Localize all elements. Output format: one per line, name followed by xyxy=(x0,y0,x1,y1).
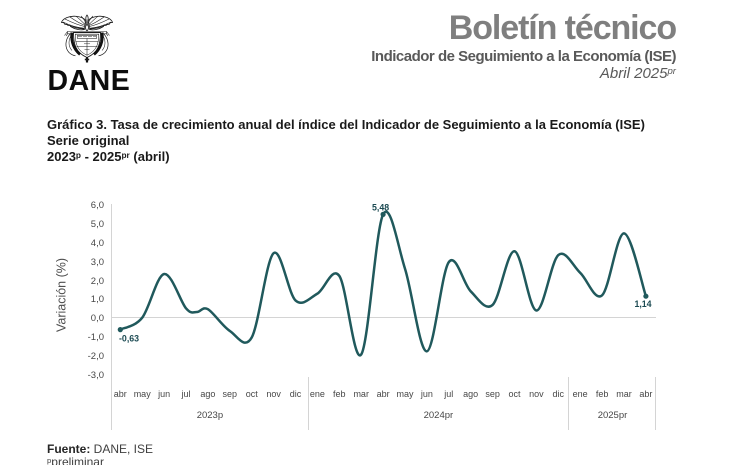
svg-text:abr: abr xyxy=(114,389,127,399)
svg-text:2023p: 2023p xyxy=(197,410,223,421)
svg-text:3,0: 3,0 xyxy=(91,257,104,268)
svg-text:4,0: 4,0 xyxy=(91,238,104,249)
svg-text:dic: dic xyxy=(290,389,302,399)
svg-text:mar: mar xyxy=(616,389,632,399)
svg-text:2,0: 2,0 xyxy=(91,276,104,287)
svg-text:5,48: 5,48 xyxy=(372,203,389,213)
svg-text:sep: sep xyxy=(223,389,238,399)
svg-text:2024pr: 2024pr xyxy=(424,410,454,421)
svg-text:dic: dic xyxy=(553,389,565,399)
svg-text:nov: nov xyxy=(529,389,544,399)
svg-text:abr: abr xyxy=(377,389,390,399)
svg-text:-1,0: -1,0 xyxy=(88,332,104,343)
svg-text:6,0: 6,0 xyxy=(91,200,104,211)
svg-text:ago: ago xyxy=(200,389,215,399)
svg-text:ago: ago xyxy=(463,389,478,399)
svg-text:feb: feb xyxy=(333,389,346,399)
svg-text:jun: jun xyxy=(157,389,170,399)
svg-text:1,14: 1,14 xyxy=(634,299,651,309)
svg-text:mar: mar xyxy=(353,389,369,399)
svg-text:feb: feb xyxy=(596,389,609,399)
svg-text:oct: oct xyxy=(246,389,259,399)
svg-text:sep: sep xyxy=(485,389,500,399)
svg-text:5,0: 5,0 xyxy=(91,219,104,230)
svg-text:1,0: 1,0 xyxy=(91,294,104,305)
svg-text:may: may xyxy=(396,389,414,399)
svg-text:nov: nov xyxy=(266,389,281,399)
svg-text:ene: ene xyxy=(573,389,588,399)
svg-text:Variación (%): Variación (%) xyxy=(55,258,69,332)
svg-text:-3,0: -3,0 xyxy=(88,370,104,381)
svg-text:-0,63: -0,63 xyxy=(119,334,139,344)
svg-text:ene: ene xyxy=(310,389,325,399)
svg-text:jun: jun xyxy=(420,389,433,399)
svg-text:jul: jul xyxy=(443,389,453,399)
svg-text:0,0: 0,0 xyxy=(91,313,104,324)
svg-text:oct: oct xyxy=(508,389,521,399)
svg-text:abr: abr xyxy=(639,389,652,399)
svg-text:-2,0: -2,0 xyxy=(88,351,104,362)
svg-text:may: may xyxy=(134,389,152,399)
svg-text:2025pr: 2025pr xyxy=(598,410,628,421)
svg-text:jul: jul xyxy=(180,389,190,399)
